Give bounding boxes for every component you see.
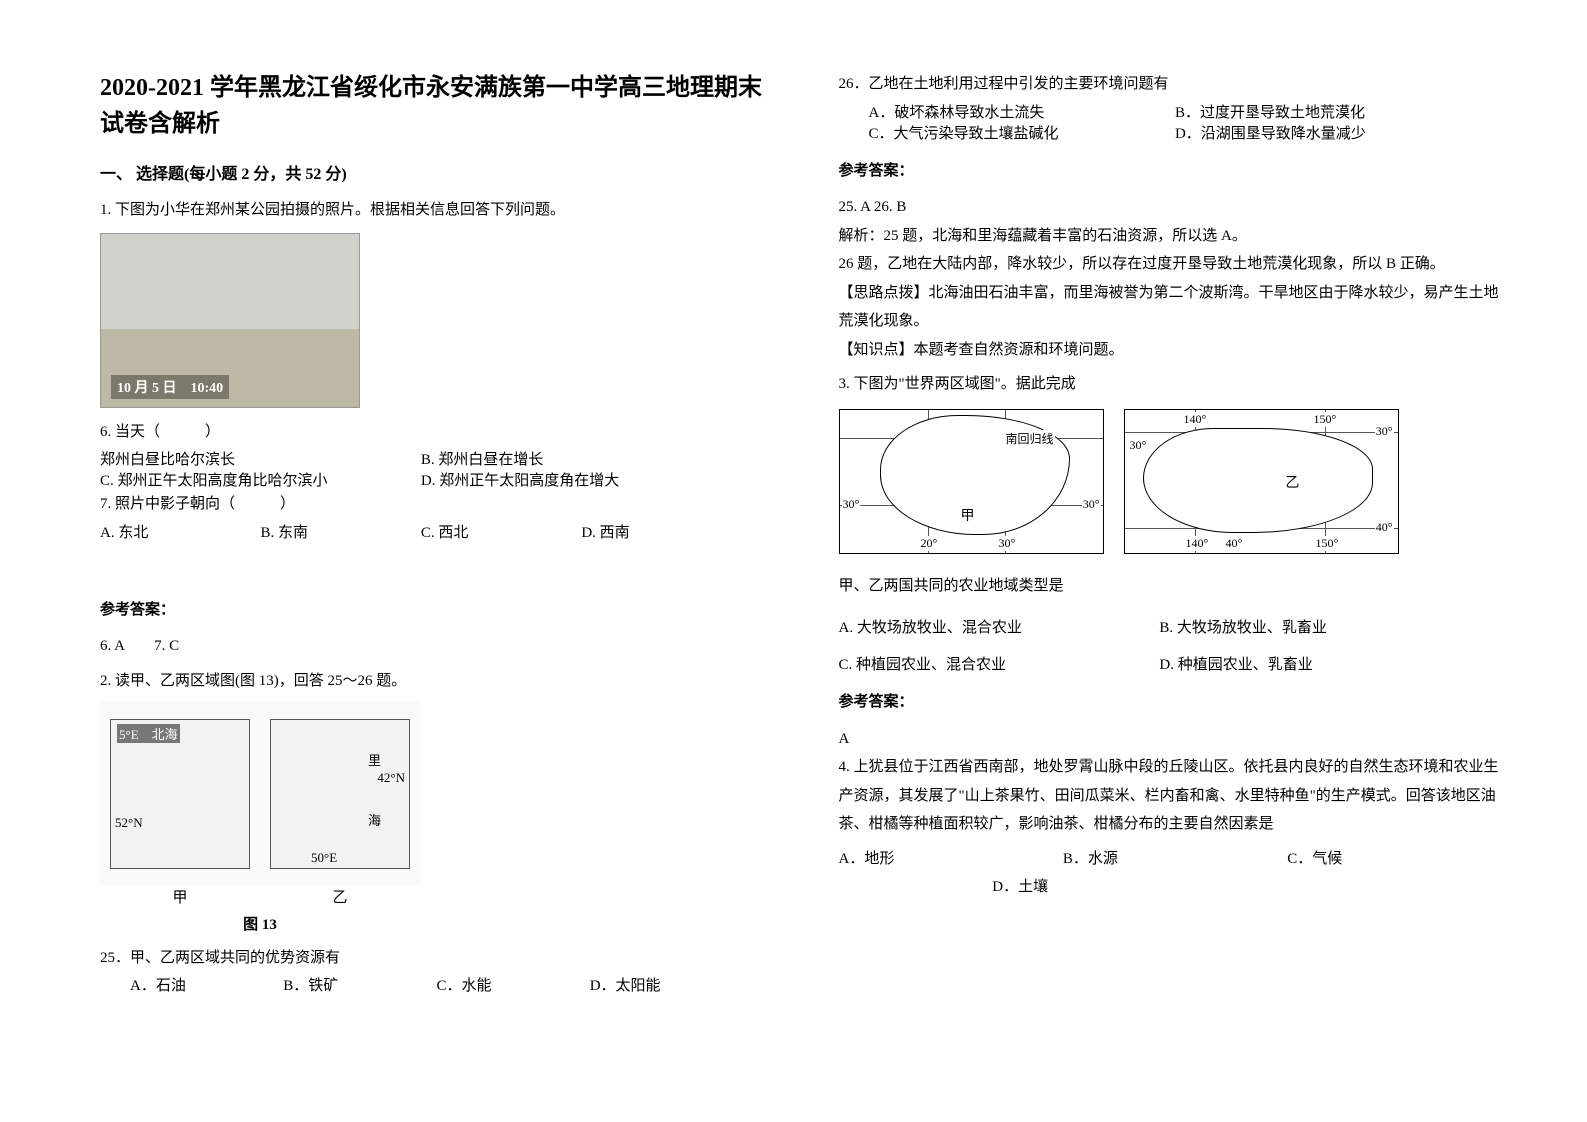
q2-answer-label: 参考答案： [839,157,1508,186]
q25-stem: 25．甲、乙两区域共同的优势资源有 [100,944,769,973]
map-label: 30° [998,536,1017,551]
map-label: 150° [1313,412,1338,427]
q3-answer: A [839,725,1508,754]
option: B．过度开垦导致土地荒漠化 [1175,101,1481,122]
map-label: 海 [368,810,381,829]
section-1-heading: 一、 选择题(每小题 2 分，共 52 分) [100,160,769,184]
q3-world-maps: 南回归线 30° 30° 20° 30° 甲 140° 150° 30° 30°… [839,409,1508,554]
right-column: 26．乙地在土地利用过程中引发的主要环境问题有 A．破坏森林导致水土流失 B．过… [839,70,1508,1082]
option: C．气候 [1287,845,1488,874]
q25-options: A．石油 B．铁矿 C．水能 D．太阳能 [100,974,769,995]
option: A．破坏森林导致水土流失 [869,101,1175,122]
map-region-name: 甲 [960,505,976,525]
option: D. 西南 [581,521,741,542]
q3-options: A. 大牧场放牧业、混合农业 B. 大牧场放牧业、乳畜业 [839,616,1508,637]
map-label: 30° [1375,424,1394,439]
q1-photo-timestamp: 10 月 5 日 10:40 [111,375,229,399]
map-label: 30° [1082,497,1101,512]
q1-sub7-stem: 7. 照片中影子朝向（ ） [100,490,769,519]
option: B. 郑州白昼在增长 [421,448,742,469]
q1-sub6-options: 郑州白昼比哈尔滨长 B. 郑州白昼在增长 C. 郑州正午太阳高度角比哈尔滨小 D… [100,448,769,490]
option: C. 西北 [421,521,581,542]
map-label: 140° [1183,412,1208,427]
map-label: 20° [920,536,939,551]
option: D. 种植园农业、乳畜业 [1159,653,1480,674]
option: A．石油 [130,974,283,995]
exam-title: 2020-2021 学年黑龙江省绥化市永安满族第一中学高三地理期末试卷含解析 [100,70,769,142]
q1-photo: 10 月 5 日 10:40 [100,233,360,408]
left-column: 2020-2021 学年黑龙江省绥化市永安满族第一中学高三地理期末试卷含解析 一… [100,70,769,1082]
option: C. 郑州正午太阳高度角比哈尔滨小 [100,469,421,490]
q2-panel-jia: 5°E 北海 52°N [110,719,250,869]
q3-map-left: 南回归线 30° 30° 20° 30° 甲 [839,409,1104,554]
q1-answer: 6. A 7. C [100,632,769,661]
option: B. 大牧场放牧业、乳畜业 [1159,616,1480,637]
q2-caption-jia: 甲 [100,886,260,907]
map-label: 42°N [377,770,405,786]
q4-options: A．地形 B．水源 C．气候 D．土壤 [839,845,1508,902]
q3-options-row2: C. 种植园农业、混合农业 D. 种植园农业、乳畜业 [839,653,1508,674]
option: D．太阳能 [590,974,743,995]
q2-figure-caption: 图 13 [100,911,420,940]
q1-sub6-stem: 6. 当天（ ） [100,418,769,447]
q1-sub7-options: A. 东北 B. 东南 C. 西北 D. 西南 [100,521,769,542]
option: C．水能 [436,974,589,995]
q3-sub-stem: 甲、乙两国共同的农业地域类型是 [839,572,1508,601]
map-label: 30° [1129,438,1148,453]
q1-stem: 1. 下图为小华在郑州某公园拍摄的照片。根据相关信息回答下列问题。 [100,196,769,225]
option: D．土壤 [992,873,1213,902]
map-label: 5°E 北海 [117,724,180,743]
option: C. 种植园农业、混合农业 [839,653,1160,674]
map-label: 50°E [311,850,337,866]
option: C．大气污染导致土壤盐碱化 [869,122,1175,143]
q2-panel-yi: 里 海 42°N 50°E [270,719,410,869]
option: B．水源 [1063,845,1284,874]
q4-stem: 4. 上犹县位于江西省西南部，地处罗霄山脉中段的丘陵山区。依托县内良好的自然生态… [839,753,1508,839]
q3-stem: 3. 下图为"世界两区域图"。据此完成 [839,370,1508,399]
q2-caption-yi: 乙 [260,886,420,907]
option: 郑州白昼比哈尔滨长 [100,448,421,469]
q2-hint: 【思路点拨】北海油田石油丰富，而里海被誉为第二个波斯湾。干旱地区由于降水较少，易… [839,279,1508,336]
q2-knowledge: 【知识点】本题考查自然资源和环境问题。 [839,336,1508,365]
map-label: 140° [1185,536,1210,551]
option: D．沿湖围垦导致降水量减少 [1175,122,1481,143]
map-label: 52°N [115,815,143,831]
q2-stem: 2. 读甲、乙两区域图(图 13)，回答 25～26 题。 [100,667,769,696]
option: D. 郑州正午太阳高度角在增大 [421,469,742,490]
option: A. 大牧场放牧业、混合农业 [839,616,1160,637]
q26-options: A．破坏森林导致水土流失 B．过度开垦导致土地荒漠化 C．大气污染导致土壤盐碱化… [839,101,1508,143]
option: A. 东北 [100,521,260,542]
q2-explain-25: 解析：25 题，北海和里海蕴藏着丰富的石油资源，所以选 A。 [839,222,1508,251]
q2-figure-13: 5°E 北海 52°N 里 海 42°N 50°E [100,701,420,886]
map-label: 南回归线 [1004,430,1054,447]
q26-stem: 26．乙地在土地利用过程中引发的主要环境问题有 [839,70,1508,99]
option: A．地形 [839,845,1060,874]
q3-answer-label: 参考答案： [839,688,1508,717]
q2-answer: 25. A 26. B [839,193,1508,222]
option: B．铁矿 [283,974,436,995]
map-label: 150° [1315,536,1340,551]
q3-map-right: 140° 150° 30° 30° 40° 140° 40° 150° 乙 [1124,409,1399,554]
option: B. 东南 [260,521,420,542]
map-label: 40° [1375,520,1394,535]
map-label: 30° [842,497,861,512]
q2-explain-26: 26 题，乙地在大陆内部，降水较少，所以存在过度开垦导致土地荒漠化现象，所以 B… [839,250,1508,279]
q1-answer-label: 参考答案： [100,596,769,625]
map-label: 40° [1225,536,1244,551]
map-region-name: 乙 [1285,472,1301,492]
map-label: 里 [368,750,381,769]
